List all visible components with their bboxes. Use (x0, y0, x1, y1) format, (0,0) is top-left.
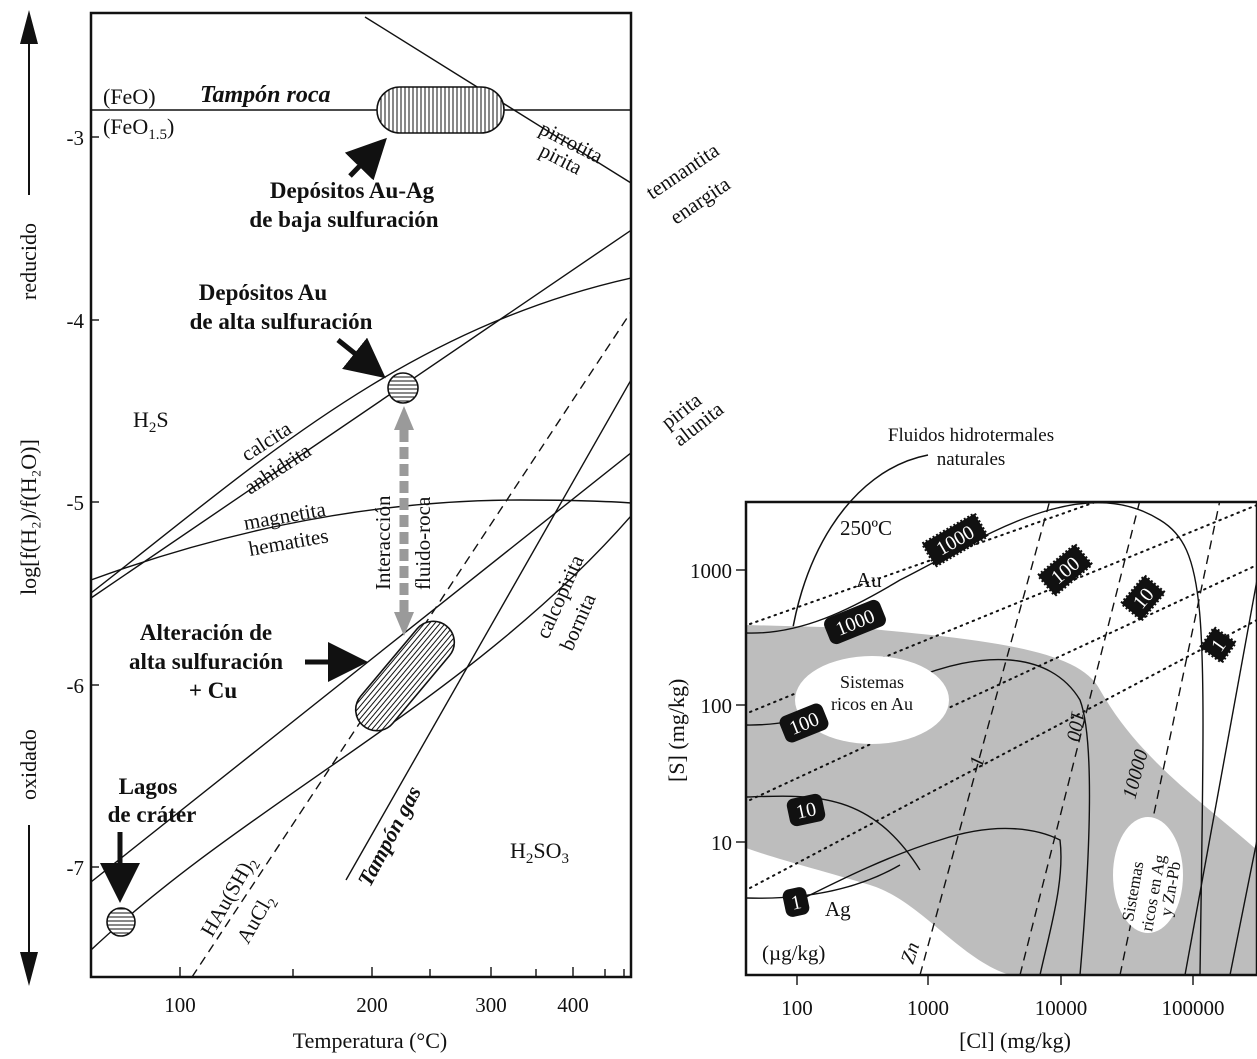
left-x-tick: 300 (475, 993, 507, 1017)
chalcopyrite-bornite-curve (91, 515, 631, 951)
high-sulfidation-region (387, 372, 419, 404)
right-x-axis-title: [Cl] (mg/kg) (959, 1028, 1071, 1053)
left-x-tick: 200 (356, 993, 388, 1017)
label-temperature: 250ºC (840, 516, 892, 540)
label-deposit-high-2: de alta sulfuración (190, 309, 373, 334)
label-zn: Zn (897, 940, 924, 967)
pyrite-alunite-line (91, 451, 631, 883)
right-plot-frame (744, 500, 1257, 977)
svg-text:10: 10 (794, 798, 818, 824)
left-y-axis-title: log[f(H₂)/f(H₂O)] (16, 439, 41, 595)
low-sulfidation-region (376, 86, 505, 134)
right-diagram: Fluidos hidrotermales naturales (664, 425, 1257, 1053)
label-deposit-low-2: de baja sulfuración (249, 207, 438, 232)
left-y-tick: -7 (67, 856, 85, 880)
gas-buffer-line (345, 379, 631, 881)
ag-badge: 1 (782, 887, 810, 917)
label-rock-buffer: Tampón roca (200, 82, 330, 108)
label-au-region-2: ricos en Au (831, 694, 913, 714)
ag-rich-region (1113, 817, 1183, 933)
label-h2so3: H2SO3 (510, 838, 569, 867)
label-ag: Ag (825, 897, 851, 921)
label-lakes-2: de cráter (108, 802, 197, 827)
label-interaction-2: fluido-roca (411, 496, 435, 590)
arrow-down-icon (20, 952, 38, 986)
alteration-region (354, 620, 456, 732)
left-y-tick: -5 (67, 491, 85, 515)
arrow-up-icon (20, 10, 38, 44)
right-x-tick: 100000 (1162, 996, 1225, 1020)
label-gas-buffer: Tampón gas (352, 782, 426, 891)
label-oxidado: oxidado (16, 729, 41, 800)
label-deposit-low-1: Depósitos Au-Ag (270, 178, 435, 203)
magnetite-hematite-curve (91, 499, 631, 581)
right-y-tick: 1000 (690, 559, 732, 583)
zn-contour-label: 100 (1062, 709, 1089, 742)
label-header-1: Fluidos hidrotermales (888, 425, 1054, 446)
label-au-region-1: Sistemas (840, 672, 904, 692)
left-x-tick: 400 (557, 993, 589, 1017)
label-unit: (µg/kg) (762, 941, 825, 965)
right-x-tick: 10000 (1035, 996, 1088, 1020)
left-x-axis-title: Temperatura (°C) (293, 1028, 447, 1053)
left-y-tick: -3 (67, 126, 85, 150)
label-deposit-high-1: Depósitos Au (199, 280, 328, 305)
au-badge: 10 (1119, 573, 1167, 623)
label-reducido: reducido (16, 223, 41, 300)
left-y-tick: -4 (67, 309, 85, 333)
label-feo: (FeO) (103, 84, 156, 109)
au-badge: 100 (1036, 542, 1094, 598)
pointer-arrow (344, 137, 387, 181)
label-lakes-1: Lagos (119, 774, 178, 799)
au-badge: 1 (1198, 625, 1238, 665)
right-x-tick: 1000 (907, 996, 949, 1020)
calcite-anhydrite-curve (91, 277, 631, 594)
ag-badge: 10 (786, 793, 826, 827)
fluid-rock-interaction-arrow (394, 406, 414, 636)
right-x-tick: 100 (781, 996, 813, 1020)
right-content (746, 502, 1257, 975)
au-badge: 1000 (920, 511, 990, 569)
left-y-ticks: -3 -4 -5 -6 -7 (67, 126, 99, 880)
right-y-axis-title: [S] (mg/kg) (664, 679, 689, 782)
label-alteration-3: + Cu (189, 678, 237, 703)
label-header-2: naturales (937, 449, 1006, 470)
label-feo15: (FeO1.5) (103, 114, 174, 143)
left-plot-frame (89, 11, 633, 979)
left-curves (91, 16, 631, 977)
crater-lake-region (106, 907, 136, 937)
right-y-tick: 10 (711, 831, 732, 855)
redox-axis-arrow: reducido oxidado (16, 10, 41, 986)
label-interaction-1: Interacción (371, 495, 395, 590)
right-y-tick: 100 (701, 694, 733, 718)
pointer-arrow (336, 337, 386, 379)
left-x-ticks: 100 200 300 400 (164, 967, 625, 1017)
au-rich-region (795, 656, 949, 744)
left-diagram: reducido oxidado log[f(H₂)/f(H₂O)] -3 -4… (16, 10, 735, 1053)
label-alteration-1: Alteración de (140, 620, 272, 645)
label-alteration-2: alta sulfuración (129, 649, 283, 674)
svg-text:1: 1 (789, 891, 803, 915)
left-y-tick: -6 (67, 674, 85, 698)
tennantite-enargite-line (91, 229, 631, 599)
left-x-tick: 100 (164, 993, 196, 1017)
label-au: Au (856, 568, 882, 592)
label-h2s: H2S (133, 407, 169, 436)
